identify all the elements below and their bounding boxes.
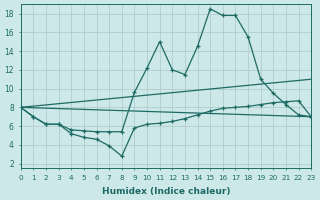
- X-axis label: Humidex (Indice chaleur): Humidex (Indice chaleur): [102, 187, 230, 196]
